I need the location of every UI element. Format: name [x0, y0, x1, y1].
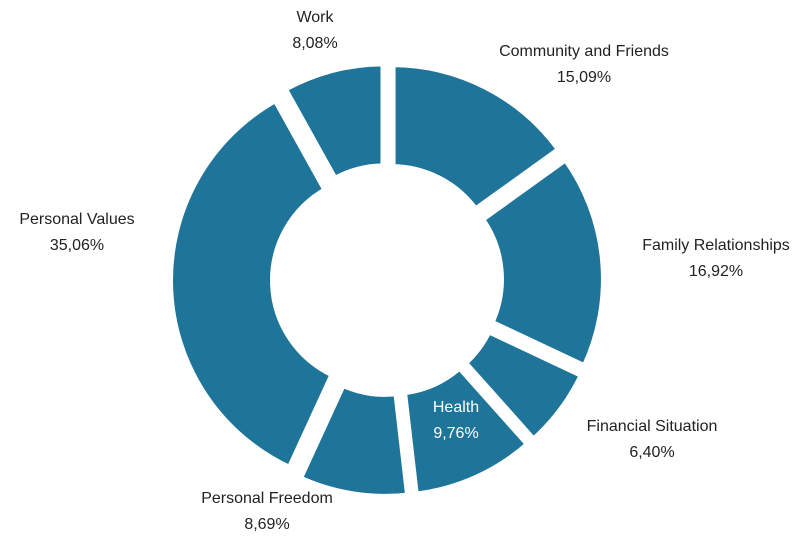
segment-label: Personal Freedom: [201, 490, 333, 507]
segment-value: 15,09%: [557, 69, 611, 86]
donut-segment: [475, 152, 609, 374]
segment-label: Family Relationships: [642, 237, 790, 254]
donut-segment: [398, 360, 536, 501]
segment-label: Financial Situation: [587, 418, 718, 435]
segment-label: Personal Values: [19, 211, 134, 228]
donut-segment: [165, 93, 340, 475]
segment-value: 8,08%: [292, 35, 337, 52]
segment-label: Work: [296, 9, 334, 26]
donut-segment: [457, 324, 589, 447]
donut-segment: [277, 58, 389, 186]
donut-segment: [387, 59, 567, 217]
donut-segment: [293, 378, 414, 502]
segment-label: Community and Friends: [499, 43, 669, 60]
segment-value: 9,76%: [433, 425, 478, 442]
segment-value: 8,69%: [244, 516, 289, 533]
segment-value: 6,40%: [629, 444, 674, 461]
segment-value: 16,92%: [689, 263, 743, 280]
segment-label: Health: [433, 399, 479, 416]
segment-value: 35,06%: [50, 237, 104, 254]
